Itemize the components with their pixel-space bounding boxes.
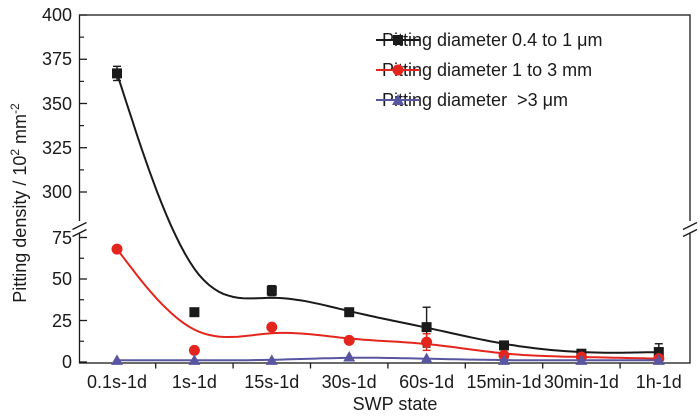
data-point-marker — [111, 243, 123, 255]
y-tick-label: 325 — [41, 137, 72, 158]
data-point-marker — [421, 336, 433, 348]
y-tick-label: 400 — [41, 5, 72, 25]
axis-break-mark — [72, 221, 87, 231]
data-point-marker — [498, 354, 510, 365]
y-tick-label: 25 — [51, 310, 72, 331]
data-point-marker — [499, 340, 509, 351]
square-marker-icon — [376, 35, 420, 45]
axis-break-gap — [77, 221, 82, 233]
y-tick-label: 300 — [41, 182, 72, 202]
data-point-marker — [653, 347, 664, 358]
data-point-marker — [112, 68, 122, 79]
series-line-2 — [116, 356, 660, 362]
x-tick-label: 1h-1d — [635, 372, 682, 392]
y-axis-title-superscript: 2 — [8, 148, 22, 156]
axis-break-mark — [72, 228, 87, 238]
y-tick-label: 50 — [51, 269, 72, 289]
series-line-1 — [116, 248, 660, 360]
series-line-0 — [116, 72, 660, 354]
triangle-marker-icon — [376, 94, 420, 105]
legend-item-1-to-3mm: Pitting diameter 1 to 3 mm — [375, 59, 592, 81]
data-point-marker — [188, 344, 200, 356]
data-point-marker — [344, 307, 355, 318]
y-axis-title-units-superscript: -2 — [8, 103, 22, 114]
data-point-marker — [343, 334, 355, 346]
data-point-marker — [111, 354, 123, 365]
y-tick-label: 350 — [41, 93, 72, 114]
data-point-marker — [266, 321, 278, 333]
axis-break-mark — [682, 228, 698, 238]
data-point-marker — [265, 354, 278, 365]
y-tick-label: 0 — [61, 352, 72, 372]
x-tick-label: 1s-1d — [171, 372, 217, 392]
circle-marker-icon — [376, 64, 420, 76]
x-tick-label: 15min-1d — [466, 372, 542, 392]
x-tick-label: 15s-1d — [244, 372, 300, 392]
x-tick-label: 60s-1d — [399, 372, 455, 392]
data-point-marker — [266, 285, 277, 296]
y-tick-label: 375 — [41, 49, 72, 70]
plot-box — [78, 14, 691, 364]
data-point-marker — [189, 307, 200, 318]
x-tick-label: 30s-1d — [321, 372, 377, 392]
legend-item-gt-3um: Pitting diameter >3 μm — [375, 89, 568, 111]
x-tick-label: 0.1s-1d — [86, 372, 148, 392]
data-point-marker — [188, 354, 201, 365]
data-point-marker — [652, 354, 665, 365]
data-point-marker — [343, 351, 356, 362]
x-axis-title: SWP state — [352, 394, 438, 414]
data-point-marker — [575, 354, 588, 365]
y-tick-label: 75 — [51, 227, 72, 248]
data-point-marker — [420, 352, 433, 364]
legend-item-0-4-to-1um: Pitting diameter 0.4 to 1 μm — [375, 29, 602, 51]
x-tick-label: 30min-1d — [543, 372, 619, 392]
axis-break-gap — [687, 221, 693, 233]
axis-break-mark — [682, 221, 698, 231]
data-point-marker — [421, 322, 432, 333]
